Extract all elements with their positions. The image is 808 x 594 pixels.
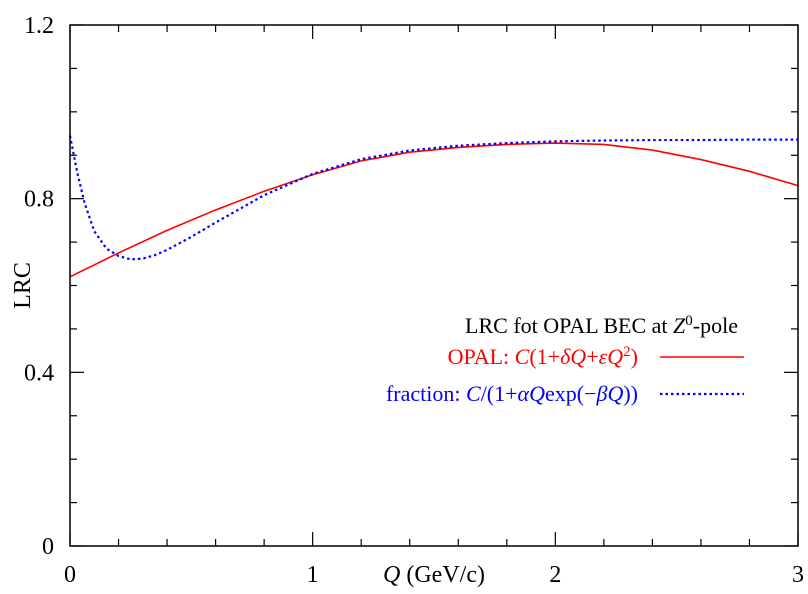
x-tick-label: 3 — [792, 562, 804, 588]
legend-label-0: OPAL: C(1+δQ+εQ2) — [448, 344, 638, 369]
y-tick-label: 0.4 — [24, 360, 54, 386]
y-tick-label: 0 — [42, 534, 54, 560]
legend: LRC fot OPAL BEC at Z0-pole OPAL: C(1+δQ… — [386, 313, 744, 406]
legend-label-1: fraction: C/(1+αQexp(−βQ)) — [386, 381, 638, 406]
legend-heading: LRC fot OPAL BEC at Z0-pole — [465, 313, 738, 338]
y-tick-label: 1.2 — [24, 13, 54, 39]
ticks — [69, 24, 799, 547]
x-tick-label: 2 — [549, 562, 561, 588]
series-line-1 — [68, 135, 798, 261]
series-layer — [68, 135, 799, 278]
tick-labels: 0 1 2 3 0 0.4 0.8 1.2 — [24, 13, 804, 588]
x-tick-label: 0 — [64, 562, 76, 588]
series-line-0 — [69, 142, 799, 278]
x-axis-label: Q (GeV/c) — [383, 562, 485, 588]
legend-entries: OPAL: C(1+δQ+εQ2) fraction: C/(1+αQexp(−β… — [386, 344, 744, 406]
plot-frame — [69, 24, 799, 547]
x-tick-label: 1 — [307, 562, 319, 588]
y-axis-label: LRC — [10, 262, 36, 309]
y-tick-label: 0.8 — [24, 187, 54, 213]
